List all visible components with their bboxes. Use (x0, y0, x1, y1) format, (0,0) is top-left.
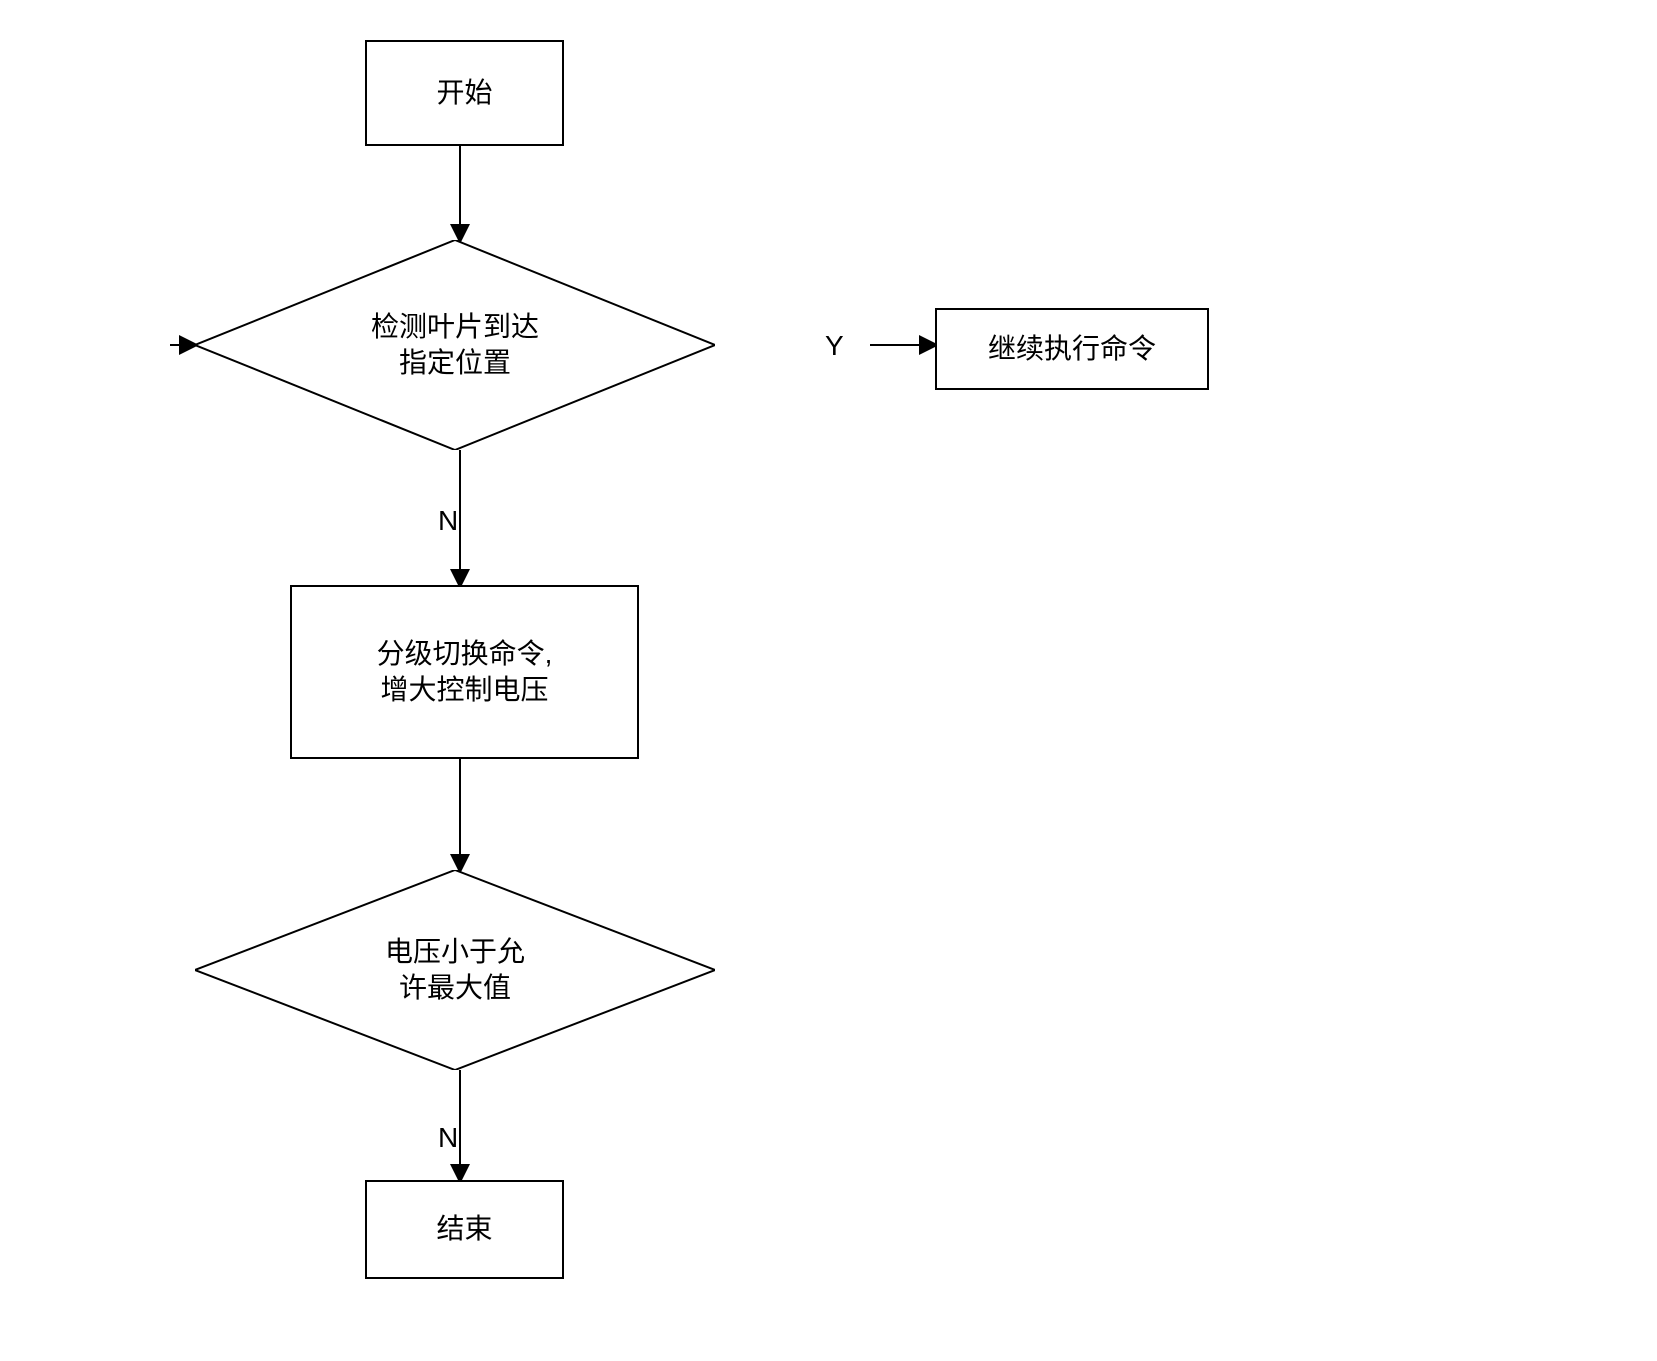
flowchart-canvas: 开始 检测叶片到达 指定位置 继续执行命令 分级切换命令, 增大控制电压 电压小 (0, 0, 1657, 1361)
node-start: 开始 (365, 40, 564, 146)
node-decision-1: 检测叶片到达 指定位置 (195, 240, 715, 450)
node-process-1: 分级切换命令, 增大控制电压 (290, 585, 639, 759)
edge-label-n-d1: N (438, 505, 458, 537)
node-process-1-line1: 分级切换命令, (377, 636, 553, 672)
node-end: 结束 (365, 1180, 564, 1279)
node-decision-2: 电压小于允 许最大值 (195, 870, 715, 1070)
arrows-layer (0, 0, 1657, 1361)
node-continue: 继续执行命令 (935, 308, 1209, 390)
edge-label-y-d1: Y (825, 330, 844, 362)
node-end-label: 结束 (436, 1211, 492, 1247)
node-continue-label: 继续执行命令 (988, 331, 1156, 367)
edge-label-n-d2: N (438, 1122, 458, 1154)
node-process-1-line2: 增大控制电压 (377, 672, 553, 708)
node-start-label: 开始 (436, 75, 492, 111)
